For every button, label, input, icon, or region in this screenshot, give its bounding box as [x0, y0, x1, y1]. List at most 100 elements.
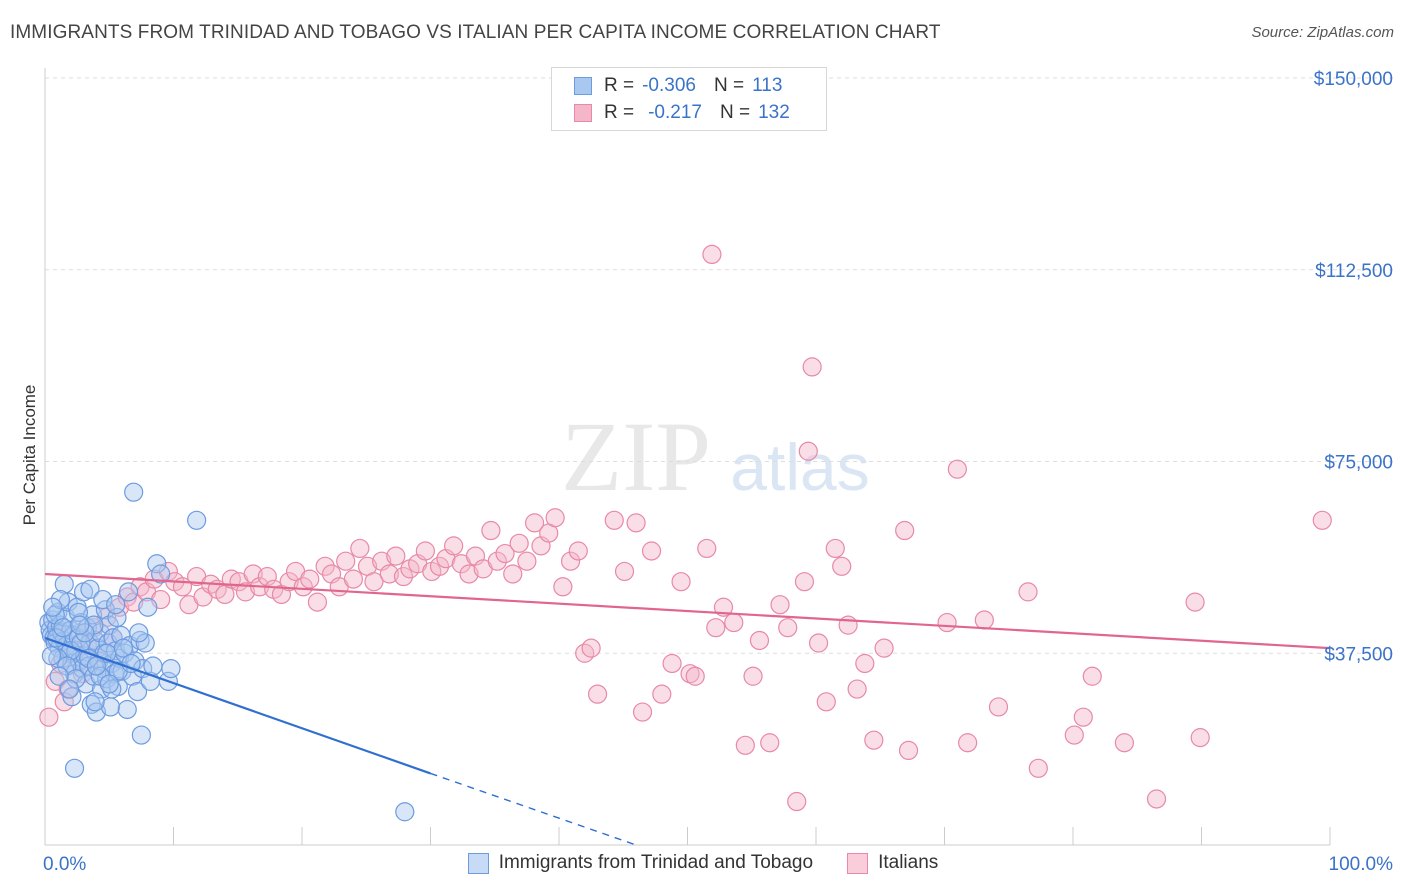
correlation-legend: R = -0.306 N = 113 R = -0.217 N = 132 [551, 67, 827, 131]
data-point-italians [1312, 510, 1332, 530]
legend-row-italians: R = -0.217 N = 132 [574, 102, 790, 124]
data-point-trinidad-tobago [113, 638, 133, 658]
data-point-italians [300, 569, 320, 589]
legend-n-value: 113 [752, 75, 783, 96]
data-point-italians [553, 577, 573, 597]
data-point-trinidad-tobago [138, 597, 158, 617]
data-point-italians [988, 697, 1009, 717]
data-point-italians [364, 572, 384, 592]
data-point-trinidad-tobago [86, 656, 107, 676]
data-point-italians [1190, 728, 1210, 748]
legend-swatch-pink [574, 104, 592, 122]
data-point-italians [749, 630, 770, 651]
series-italians [39, 244, 1332, 812]
legend-item-italians[interactable]: Italians [847, 852, 938, 874]
data-point-italians [671, 572, 691, 592]
data-point-italians [315, 556, 335, 576]
data-point-italians [481, 520, 501, 541]
data-point-italians [1018, 582, 1038, 602]
data-point-trinidad-tobago [62, 687, 82, 707]
data-point-italians [39, 707, 59, 727]
data-point-trinidad-tobago [93, 589, 113, 610]
data-point-italians [393, 566, 414, 587]
legend-row-trinidad-tobago: R = -0.306 N = 113 [574, 75, 782, 97]
data-point-italians [874, 638, 894, 658]
legend-label-trinidad-tobago: Immigrants from Trinidad and Tobago [498, 852, 814, 873]
trend-lines [44, 572, 1331, 846]
data-point-italians [568, 541, 588, 561]
data-point-italians [495, 543, 515, 564]
data-point-trinidad-tobago [70, 615, 90, 635]
data-point-italians [429, 556, 450, 576]
y-tick-label: $150,000 [1314, 69, 1393, 90]
legend-n-label: N = [713, 75, 745, 96]
data-point-italians [760, 733, 780, 753]
x-tick-label: 0.0% [43, 854, 86, 875]
data-point-italians [680, 664, 700, 684]
legend-n-value: 132 [758, 102, 790, 123]
data-point-trinidad-tobago [127, 681, 148, 702]
data-point-trinidad-tobago [53, 618, 73, 638]
y-tick-label: $37,500 [1324, 644, 1393, 665]
data-point-italians [524, 513, 545, 533]
data-point-italians [604, 510, 624, 530]
zipatlas-watermark: ZIP atlas [561, 401, 870, 512]
data-point-trinidad-tobago [143, 656, 163, 676]
data-point-italians [279, 572, 299, 592]
data-point-italians [1028, 758, 1048, 778]
data-point-italians [798, 441, 818, 461]
legend-swatch-blue [467, 852, 489, 874]
data-point-italians [1082, 666, 1102, 686]
data-point-italians [898, 740, 919, 761]
data-point-italians [770, 595, 790, 615]
data-point-trinidad-tobago [59, 679, 80, 699]
data-point-trinidad-tobago [106, 595, 126, 615]
data-point-italians [685, 666, 705, 686]
data-point-trinidad-tobago [66, 669, 86, 689]
data-point-italians [702, 244, 722, 265]
data-point-italians [1073, 707, 1093, 727]
y-tick-label: $75,000 [1324, 453, 1393, 474]
series-legend: Immigrants from Trinidad and Tobago Ital… [0, 852, 1406, 874]
data-point-italians [1114, 733, 1135, 753]
data-point-italians [713, 597, 734, 617]
data-point-italians [864, 730, 884, 750]
data-point-italians [832, 556, 852, 576]
data-point-italians [808, 633, 829, 653]
data-point-trinidad-tobago [43, 597, 63, 617]
data-point-italians [517, 551, 537, 571]
data-point-trinidad-tobago [121, 653, 141, 674]
tick-labels: $37,500 $75,000 $112,500 $150,000 0.0% 100.0% [43, 69, 1393, 875]
trend-line-trinidad-tobago-extension [430, 772, 637, 846]
data-point-trinidad-tobago [124, 482, 144, 502]
data-point-italians [487, 551, 507, 571]
data-point-italians [626, 513, 646, 533]
data-point-italians [235, 582, 256, 602]
data-point-trinidad-tobago [129, 623, 149, 643]
data-point-trinidad-tobago [131, 725, 151, 745]
data-point-trinidad-tobago [147, 554, 167, 574]
data-point-italians [503, 564, 523, 584]
data-point-italians [575, 643, 595, 663]
legend-item-trinidad-tobago[interactable]: Immigrants from Trinidad and Tobago [467, 852, 814, 874]
data-point-italians [350, 538, 370, 559]
data-point-italians [1064, 725, 1084, 745]
data-point-italians [743, 666, 763, 686]
chart-source: Source: ZipAtlas.com [1251, 24, 1394, 41]
watermark-atlas: atlas [730, 430, 869, 504]
data-point-trinidad-tobago [82, 605, 103, 625]
data-point-italians [895, 520, 915, 541]
legend-swatch-blue [574, 77, 592, 95]
data-point-italians [937, 612, 957, 633]
data-point-trinidad-tobago [102, 679, 122, 699]
data-point-trinidad-tobago [187, 510, 207, 530]
data-point-italians [379, 564, 399, 584]
series-trinidad-tobago [39, 482, 415, 822]
data-point-trinidad-tobago [130, 630, 150, 651]
data-point-italians [947, 459, 967, 479]
axes [44, 68, 1331, 846]
data-point-italians [802, 357, 822, 377]
legend-n-label: N = [719, 102, 751, 123]
data-point-trinidad-tobago [50, 589, 71, 610]
data-point-italians [386, 546, 406, 566]
